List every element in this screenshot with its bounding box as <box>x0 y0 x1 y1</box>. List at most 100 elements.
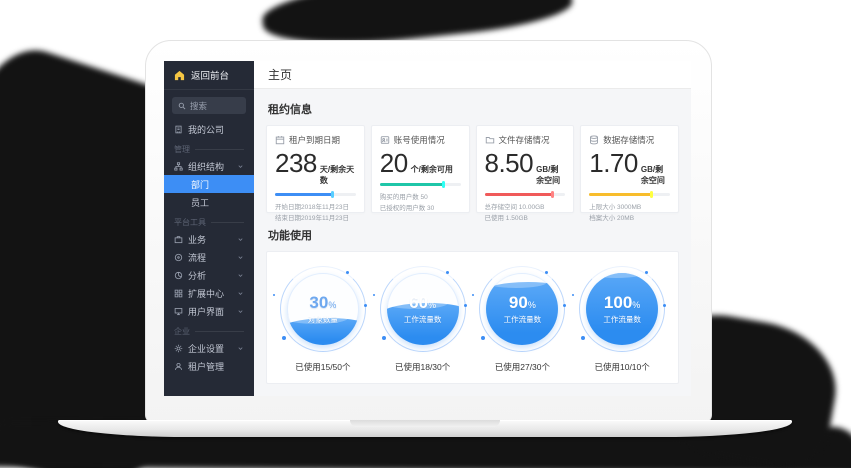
sidebar-item-业务[interactable]: 业务 <box>164 230 254 248</box>
gauge-water <box>586 273 659 345</box>
card-title: 账号使用情况 <box>393 135 445 145</box>
storage-icon <box>485 135 495 145</box>
gauge-group: 60% 工作流量数已使用18/30个 <box>372 266 473 373</box>
gauge-percent: 100% <box>603 292 641 312</box>
gauge-water <box>386 297 459 345</box>
gauge-label: 工作流量数 <box>603 314 641 324</box>
card-title-row: 租户到期日期 <box>275 134 356 146</box>
chevron-down-icon <box>237 272 244 279</box>
org-icon <box>174 161 183 171</box>
laptop-notch <box>350 420 500 427</box>
decorative-dot <box>663 304 667 307</box>
sidebar-item-label: 用户界面 <box>188 306 225 317</box>
laptop-screen-bezel: 返回前台 搜索 我的公司 管理 组织结构 部门 员工 平台工具 业务 流程 分析 扩展中心 用户界面… <box>145 40 712 423</box>
gauge-caption: 已使用18/30个 <box>394 362 451 372</box>
progress-fill <box>484 193 554 196</box>
sidebar-subitem-员工[interactable]: 员工 <box>191 197 210 208</box>
gauge-percent: 90% <box>508 292 536 312</box>
gauge-circle <box>386 273 459 345</box>
decorative-dot <box>363 304 367 307</box>
chevron-down-icon <box>237 290 244 297</box>
gauge-percent: 60% <box>409 292 437 312</box>
gauge-circle <box>486 273 559 345</box>
progress-bar <box>379 183 461 186</box>
card-number: 20 <box>379 148 408 178</box>
back-to-frontend-button[interactable]: 返回前台 <box>164 61 254 90</box>
card-detail-text: 档案大小 20MB <box>589 215 635 223</box>
sidebar-item-label: 业务 <box>188 234 207 245</box>
divider-line <box>211 221 244 223</box>
laptop-base <box>58 420 792 437</box>
sidebar-section-text: 企业 <box>174 326 190 336</box>
sidebar-menu: 我的公司 管理 组织结构 部门 员工 平台工具 业务 流程 分析 扩展中心 用户界面 企业 企业设置 租户… <box>164 120 254 375</box>
card-detail-lines: 开始日期2018年11月23日 结束日期2019年11月23日 <box>275 202 356 225</box>
search-icon <box>178 102 186 110</box>
divider-line <box>195 330 244 332</box>
progress-bar <box>589 193 670 196</box>
card-unit: GB/剩余空间 <box>536 165 561 185</box>
sidebar-item-企业设置[interactable]: 企业设置 <box>164 339 254 357</box>
progress-fill <box>589 193 653 196</box>
usage-section-title: 功能使用 <box>268 230 312 242</box>
tenant-icon <box>174 362 183 371</box>
sidebar: 返回前台 搜索 我的公司 管理 组织结构 部门 员工 平台工具 业务 流程 分析 扩展中心 用户界面… <box>164 61 254 396</box>
chevron-down-icon <box>237 345 244 352</box>
card-unit: 个/剩余可用 <box>410 165 453 174</box>
sidebar-item-label: 流程 <box>188 252 207 263</box>
decorative-dot <box>281 336 286 340</box>
sidebar-item-label: 分析 <box>188 270 207 281</box>
decorative-dot <box>472 294 475 296</box>
card-title-row: 文件存储情况 <box>485 134 566 146</box>
divider-line <box>195 148 244 150</box>
sidebar-item-租户管理[interactable]: 租户管理 <box>164 357 254 375</box>
card-number: 238 <box>275 148 317 178</box>
progress-fill <box>275 193 334 196</box>
progress-bar <box>484 193 566 196</box>
card-detail-lines: 购买的用户数 50 已授权的用户数 30 <box>380 192 461 215</box>
sidebar-section-label: 管理 <box>164 141 254 157</box>
sidebar-item-我的公司[interactable]: 我的公司 <box>164 120 254 138</box>
gauge-circle <box>586 273 659 345</box>
sidebar-item-分析[interactable]: 分析 <box>164 266 254 284</box>
calendar-icon <box>275 135 285 145</box>
card-detail-text: 上限大小 3000MB <box>589 204 642 211</box>
gauge-label: 工作流量数 <box>403 314 442 324</box>
sidebar-item-扩展中心[interactable]: 扩展中心 <box>164 284 254 302</box>
card-title-row: 数据存储情况 <box>589 134 670 146</box>
gauge-water <box>286 311 359 345</box>
card-detail-text: 已使用 1.50GB <box>484 215 528 223</box>
card-unit: GB/剩余空间 <box>640 165 665 185</box>
account-icon <box>380 135 390 145</box>
gauge-group: 100% 工作流量数 已使用10/10个 <box>572 266 672 373</box>
card-detail-text: 已授权的用户数 30 <box>379 205 435 213</box>
chevron-down-icon <box>237 163 244 170</box>
gauge-caption: 已使用15/50个 <box>295 362 351 372</box>
search-input[interactable]: 搜索 <box>172 97 246 114</box>
card-number: 1.70 <box>589 148 638 178</box>
card-detail-lines: 上限大小 3000MB 档案大小 20MB <box>589 202 670 225</box>
gauge-caption: 已使用27/30个 <box>494 362 551 372</box>
gauge-label: 工作流量数 <box>503 314 542 324</box>
ui-icon <box>174 307 183 316</box>
gauge-circle <box>286 273 359 345</box>
sidebar-subitem-部门[interactable]: 部门 <box>164 175 254 193</box>
progress-fill <box>379 183 445 186</box>
gauge-text: 100% 工作流量数 <box>579 266 665 352</box>
sidebar-item-label: 租户管理 <box>188 361 225 372</box>
back-to-frontend-label: 返回前台 <box>191 71 230 82</box>
decorative-dot <box>563 304 567 307</box>
sidebar-item-label: 我的公司 <box>188 124 225 135</box>
card-value: 8.50 GB/剩余空间 <box>485 150 566 186</box>
sidebar-item-用户界面[interactable]: 用户界面 <box>164 302 254 320</box>
sidebar-item-流程[interactable]: 流程 <box>164 248 254 266</box>
gauge-water <box>486 275 559 345</box>
lease-cards: 租户到期日期 238 天/剩余天数 开始日期2018年11月23日 结束日期2019年1… <box>266 125 679 222</box>
decorative-dot <box>463 304 467 307</box>
decorative-dot <box>372 294 375 296</box>
sidebar-item-组织结构[interactable]: 组织结构 <box>164 157 254 175</box>
building-icon <box>174 125 183 134</box>
card-number: 8.50 <box>484 148 534 178</box>
home-icon <box>174 70 185 81</box>
gauge-label: 对象数量 <box>307 314 338 324</box>
gauge-text: 30% 对象数量 <box>280 266 366 352</box>
